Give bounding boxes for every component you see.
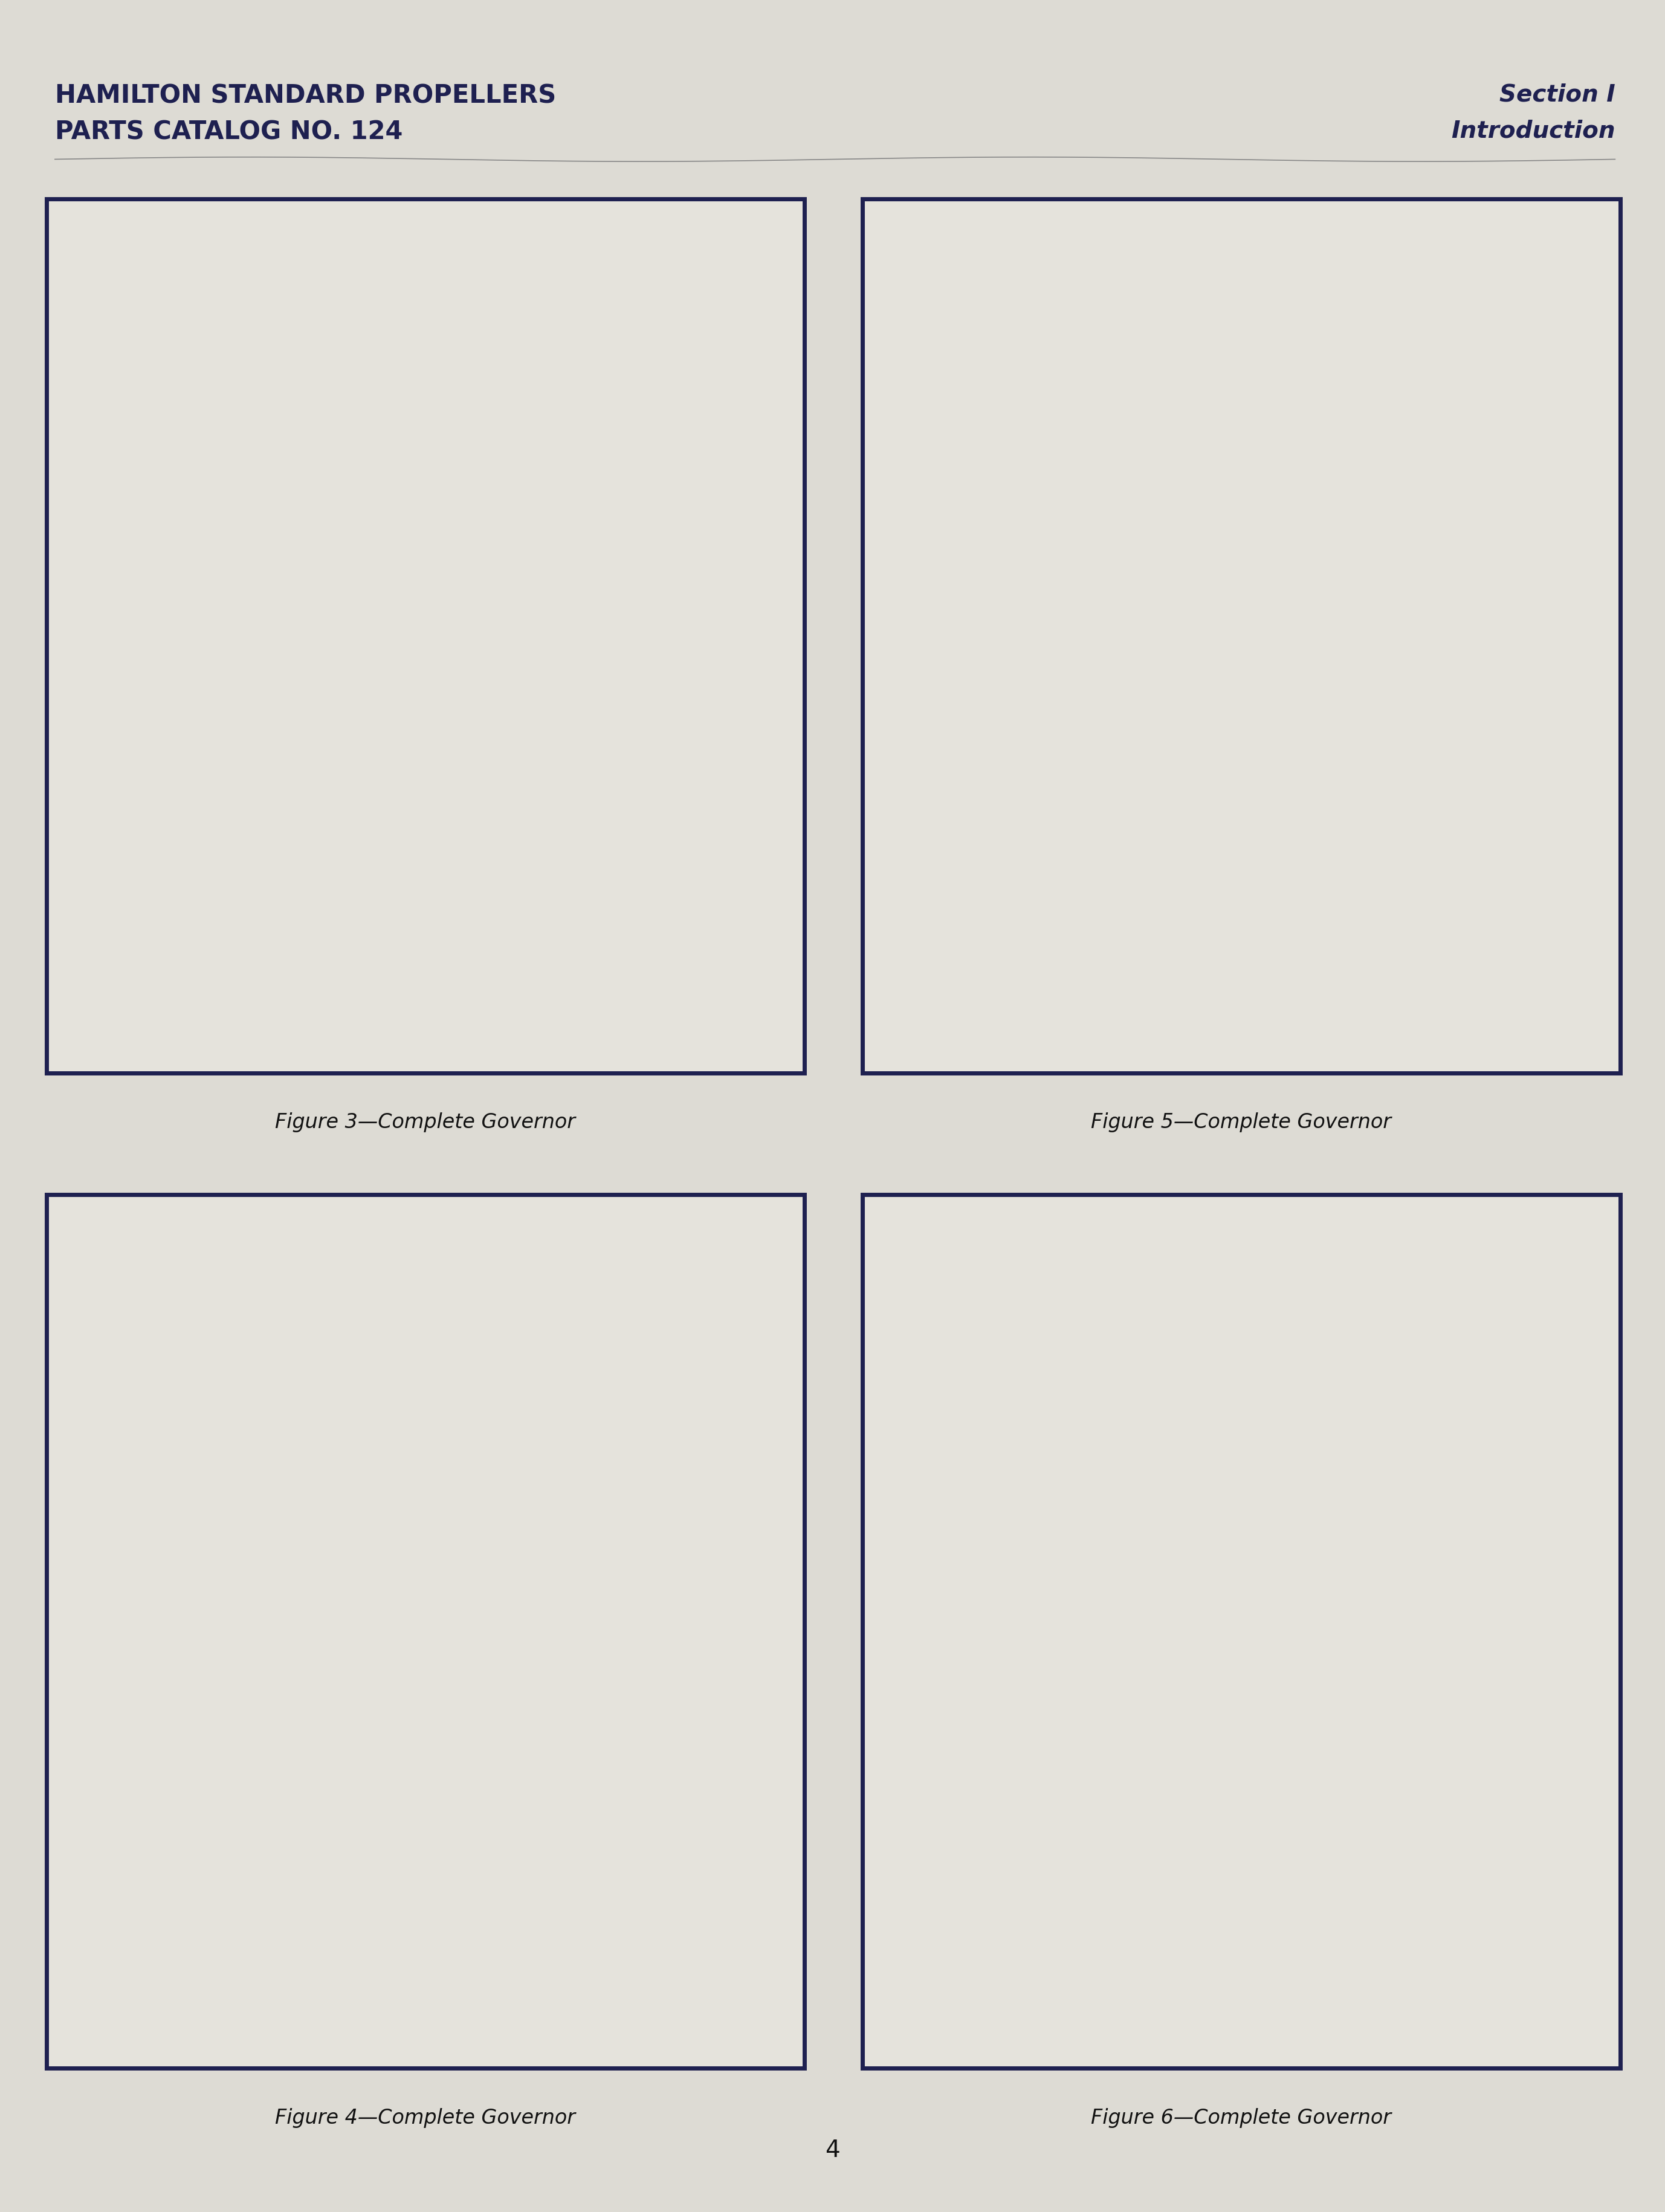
Bar [862,199,1620,1073]
Text: Introduction: Introduction [1450,119,1615,142]
Text: Figure 6—Complete Governor: Figure 6—Complete Governor [1091,2108,1392,2128]
Text: Figure 4—Complete Governor: Figure 4—Complete Governor [275,2108,576,2128]
Text: Figure 3—Complete Governor: Figure 3—Complete Governor [275,1113,576,1133]
Text: PARTS CATALOG NO. 124: PARTS CATALOG NO. 124 [55,119,403,144]
Text: Section I: Section I [1498,82,1615,106]
Bar [862,1194,1620,2068]
Bar [47,1194,804,2068]
Bar [47,199,804,1073]
Text: Figure 5—Complete Governor: Figure 5—Complete Governor [1091,1113,1392,1133]
Text: HAMILTON STANDARD PROPELLERS: HAMILTON STANDARD PROPELLERS [55,82,556,108]
Text: 4: 4 [826,2139,839,2161]
